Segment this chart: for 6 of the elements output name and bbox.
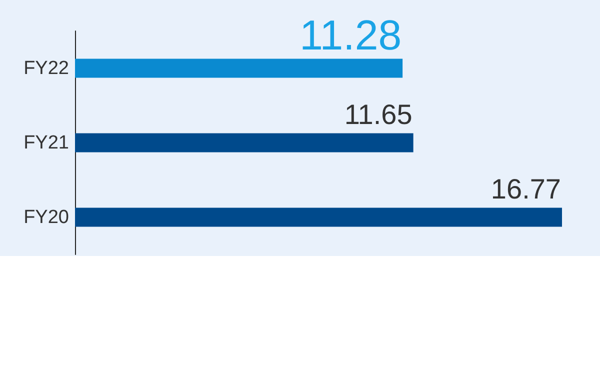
data-label: 11.65 — [344, 98, 412, 130]
y-tick-label: FY21 — [24, 132, 69, 154]
y-tick-label: FY22 — [24, 58, 69, 79]
y-tick-label: FY20 — [24, 206, 69, 228]
data-label: 16.77 — [490, 173, 561, 204]
data-label: 11.28 — [300, 11, 402, 58]
